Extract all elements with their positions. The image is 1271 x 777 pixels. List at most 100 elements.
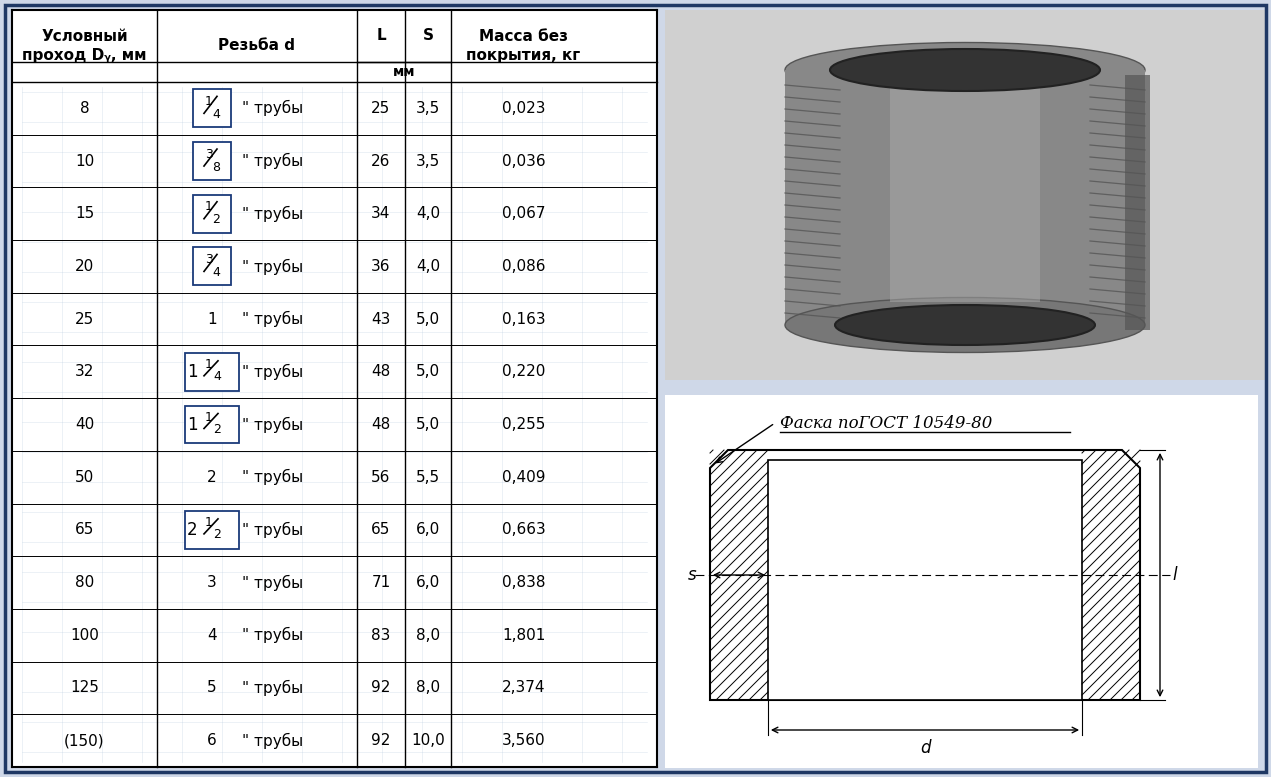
Text: " трубы: " трубы xyxy=(241,627,302,643)
Text: 2: 2 xyxy=(212,213,220,226)
Text: 0,086: 0,086 xyxy=(502,259,545,274)
Text: 83: 83 xyxy=(371,628,390,643)
Text: 4: 4 xyxy=(212,266,220,279)
Text: 3,560: 3,560 xyxy=(502,733,545,748)
Text: " трубы: " трубы xyxy=(241,416,302,433)
Text: 8,0: 8,0 xyxy=(416,681,440,695)
Text: 48: 48 xyxy=(371,364,390,379)
Text: L: L xyxy=(376,29,386,44)
Text: 10: 10 xyxy=(75,154,94,169)
Text: 6,0: 6,0 xyxy=(416,522,440,538)
Text: 36: 36 xyxy=(371,259,390,274)
Text: " трубы: " трубы xyxy=(241,311,302,327)
Text: " трубы: " трубы xyxy=(241,469,302,486)
Text: 80: 80 xyxy=(75,575,94,590)
Text: 1: 1 xyxy=(205,411,214,424)
Text: 4: 4 xyxy=(207,628,217,643)
Text: " трубы: " трубы xyxy=(241,522,302,538)
Text: 0,163: 0,163 xyxy=(502,312,545,326)
Bar xyxy=(1125,75,1150,330)
Text: 0,220: 0,220 xyxy=(502,364,545,379)
Ellipse shape xyxy=(835,305,1096,345)
Text: 2: 2 xyxy=(187,521,197,539)
Text: " трубы: " трубы xyxy=(241,574,302,591)
Text: 1: 1 xyxy=(205,517,214,529)
Text: " трубы: " трубы xyxy=(241,680,302,696)
Text: 8: 8 xyxy=(80,101,89,116)
Text: 0,036: 0,036 xyxy=(502,154,545,169)
Text: S: S xyxy=(422,29,433,44)
Text: 43: 43 xyxy=(371,312,390,326)
Text: 3: 3 xyxy=(205,253,214,266)
Text: 25: 25 xyxy=(75,312,94,326)
Text: 92: 92 xyxy=(371,733,390,748)
Text: 1: 1 xyxy=(187,416,197,434)
Text: 5: 5 xyxy=(207,681,217,695)
Text: " трубы: " трубы xyxy=(241,733,302,749)
Text: 1: 1 xyxy=(205,95,214,108)
Text: 65: 65 xyxy=(371,522,390,538)
Ellipse shape xyxy=(830,49,1099,91)
Text: 4,0: 4,0 xyxy=(416,259,440,274)
Text: 26: 26 xyxy=(371,154,390,169)
Bar xyxy=(186,511,239,549)
Text: 25: 25 xyxy=(371,101,390,116)
Text: 15: 15 xyxy=(75,206,94,221)
Text: " трубы: " трубы xyxy=(241,258,302,274)
Bar xyxy=(890,72,1040,302)
Text: 4,0: 4,0 xyxy=(416,206,440,221)
Text: 5,5: 5,5 xyxy=(416,469,440,485)
Text: 1,801: 1,801 xyxy=(502,628,545,643)
Text: 34: 34 xyxy=(371,206,390,221)
Text: 0,663: 0,663 xyxy=(502,522,545,538)
Bar xyxy=(193,89,231,127)
Text: 50: 50 xyxy=(75,469,94,485)
Text: (150): (150) xyxy=(65,733,104,748)
Text: 5,0: 5,0 xyxy=(416,312,440,326)
Text: 8: 8 xyxy=(212,161,220,173)
Text: 6,0: 6,0 xyxy=(416,575,440,590)
Text: 0,409: 0,409 xyxy=(502,469,545,485)
Bar xyxy=(186,406,239,444)
Text: Фаска поГОСТ 10549-80: Фаска поГОСТ 10549-80 xyxy=(780,415,993,432)
Text: " трубы: " трубы xyxy=(241,153,302,169)
Bar xyxy=(186,353,239,391)
Text: 1: 1 xyxy=(205,200,214,213)
Ellipse shape xyxy=(785,298,1145,353)
Text: 125: 125 xyxy=(70,681,99,695)
Text: " трубы: " трубы xyxy=(241,206,302,221)
Text: 4: 4 xyxy=(214,371,221,383)
Text: 3: 3 xyxy=(205,148,214,161)
Text: 8,0: 8,0 xyxy=(416,628,440,643)
Text: 2: 2 xyxy=(214,423,221,436)
Ellipse shape xyxy=(835,50,1096,90)
Text: 4: 4 xyxy=(212,108,220,121)
Text: 48: 48 xyxy=(371,417,390,432)
Bar xyxy=(193,247,231,285)
Text: l: l xyxy=(1173,566,1177,584)
Polygon shape xyxy=(710,450,1140,700)
Text: 3,5: 3,5 xyxy=(416,154,440,169)
Text: 3,5: 3,5 xyxy=(416,101,440,116)
Text: Резьба d: Резьба d xyxy=(219,39,295,54)
Text: 65: 65 xyxy=(75,522,94,538)
Bar xyxy=(665,10,1265,380)
Ellipse shape xyxy=(785,43,1145,97)
Text: 3: 3 xyxy=(207,575,217,590)
Text: 0,255: 0,255 xyxy=(502,417,545,432)
Text: Условный
проход Dᵧ, мм: Условный проход Dᵧ, мм xyxy=(23,29,146,64)
Text: 2: 2 xyxy=(214,528,221,542)
Bar xyxy=(768,460,1082,700)
Text: " трубы: " трубы xyxy=(241,100,302,117)
Text: 1: 1 xyxy=(187,363,197,381)
Text: 2: 2 xyxy=(207,469,217,485)
Text: 56: 56 xyxy=(371,469,390,485)
Text: 1: 1 xyxy=(207,312,217,326)
Text: 100: 100 xyxy=(70,628,99,643)
Text: " трубы: " трубы xyxy=(241,364,302,380)
Text: 40: 40 xyxy=(75,417,94,432)
Text: 2,374: 2,374 xyxy=(502,681,545,695)
Text: 1: 1 xyxy=(205,358,214,371)
Text: 20: 20 xyxy=(75,259,94,274)
Text: 5,0: 5,0 xyxy=(416,417,440,432)
